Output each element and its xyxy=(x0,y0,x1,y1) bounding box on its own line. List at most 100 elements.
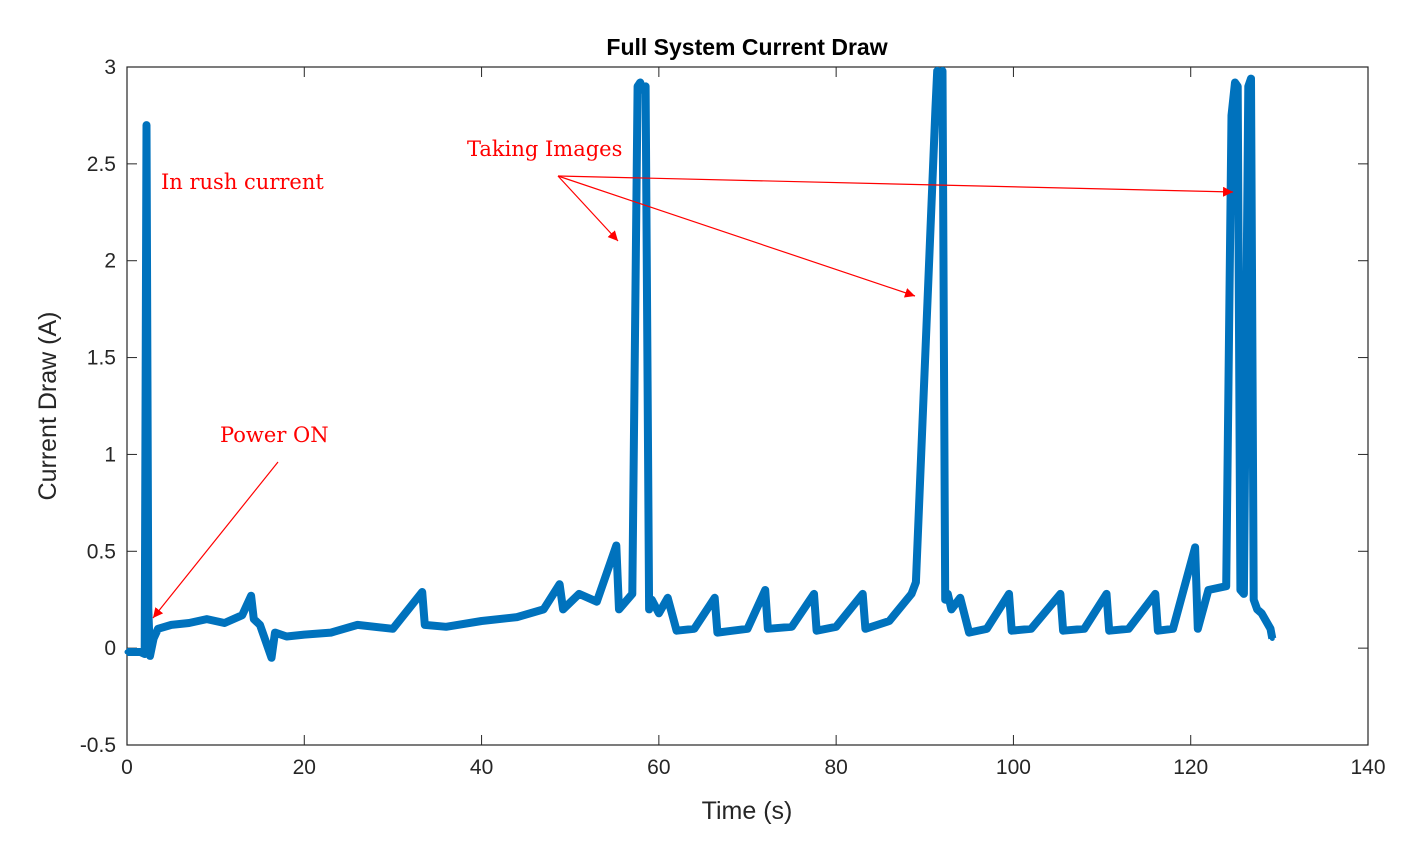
data-point xyxy=(151,636,157,641)
data-point xyxy=(514,614,520,620)
data-point xyxy=(913,579,919,585)
data-point xyxy=(1155,628,1161,634)
data-point xyxy=(155,626,161,632)
data-point xyxy=(168,622,174,628)
data-point xyxy=(557,581,563,587)
y-tick-label: 2 xyxy=(104,250,116,273)
data-point xyxy=(257,622,263,628)
data-point xyxy=(934,68,940,74)
y-tick-label: 1 xyxy=(104,443,116,466)
data-point xyxy=(560,606,566,612)
data-point xyxy=(204,616,210,622)
data-point xyxy=(239,612,245,618)
data-point xyxy=(629,591,635,597)
annotation-taking-images: Taking Images xyxy=(467,137,622,161)
y-tick-label: -0.5 xyxy=(80,734,116,757)
data-point xyxy=(186,620,192,626)
data-point xyxy=(1152,591,1158,597)
data-point xyxy=(745,626,750,632)
data-point xyxy=(811,591,817,597)
data-point xyxy=(1106,628,1112,634)
data-point xyxy=(862,626,868,632)
data-point xyxy=(691,626,697,632)
data-point xyxy=(616,606,622,612)
data-point xyxy=(576,591,582,597)
x-tick-label: 100 xyxy=(996,756,1031,779)
data-point xyxy=(646,606,652,612)
data-point xyxy=(814,628,820,634)
y-tick-label: 2.5 xyxy=(87,153,116,176)
data-point xyxy=(541,606,547,612)
data-point xyxy=(1170,626,1176,632)
data-point xyxy=(674,628,680,634)
data-point xyxy=(1223,583,1229,589)
data-point xyxy=(789,624,795,630)
x-tick-label: 120 xyxy=(1173,756,1208,779)
data-point xyxy=(714,630,720,636)
data-point xyxy=(1237,587,1243,593)
data-point xyxy=(1248,76,1254,82)
data-point xyxy=(251,616,257,622)
data-point xyxy=(124,649,130,655)
data-point xyxy=(284,634,290,639)
annotation-arrow-images-2 xyxy=(557,175,916,298)
data-point xyxy=(1126,626,1132,632)
y-axis-title: Current Draw (A) xyxy=(34,312,62,501)
data-point xyxy=(984,626,990,632)
series-line xyxy=(127,66,1277,662)
data-point xyxy=(765,626,771,632)
data-point xyxy=(1081,626,1087,632)
annotation-arrow-images-1 xyxy=(557,175,619,242)
data-point xyxy=(269,655,274,661)
data-point xyxy=(942,597,948,603)
data-point xyxy=(665,595,671,601)
data-point xyxy=(328,630,334,636)
data-point xyxy=(222,620,227,626)
x-tick-label: 0 xyxy=(121,756,133,779)
data-point xyxy=(613,543,619,548)
x-tick-label: 80 xyxy=(824,756,847,779)
data-point xyxy=(1057,591,1063,597)
data-point xyxy=(1028,626,1034,632)
data-point xyxy=(1009,628,1015,634)
data-point xyxy=(712,595,718,601)
data-point xyxy=(422,622,428,628)
data-point xyxy=(272,630,278,636)
data-point xyxy=(643,83,649,89)
data-point xyxy=(1229,112,1234,118)
x-tick-label: 20 xyxy=(293,756,316,779)
data-point xyxy=(1254,606,1260,612)
chart-title: Full System Current Draw xyxy=(606,34,887,60)
data-point xyxy=(762,587,768,593)
data-point xyxy=(301,632,307,638)
data-point xyxy=(1269,636,1275,641)
data-point xyxy=(1060,628,1066,634)
data-point xyxy=(145,606,151,612)
data-point xyxy=(1259,610,1265,616)
data-point xyxy=(932,107,938,113)
annotation-power-on: Power ON xyxy=(220,423,329,447)
data-point xyxy=(443,624,449,630)
data-point xyxy=(142,651,148,657)
data-series xyxy=(124,66,1277,662)
data-point xyxy=(1104,591,1109,597)
data-point xyxy=(945,591,951,597)
data-point xyxy=(147,653,153,659)
data-point xyxy=(1195,626,1201,632)
data-point xyxy=(909,591,914,597)
data-point xyxy=(248,593,254,599)
data-point xyxy=(1006,591,1012,597)
y-tick-label: 0 xyxy=(104,637,116,660)
data-point xyxy=(1205,587,1211,593)
data-point xyxy=(635,83,641,89)
data-point xyxy=(649,597,655,603)
data-point xyxy=(1235,83,1241,89)
data-point xyxy=(937,93,943,99)
annotation-inrush: In rush current xyxy=(161,170,324,194)
data-point xyxy=(1241,591,1247,597)
data-point xyxy=(1251,597,1257,603)
data-point xyxy=(640,87,646,93)
data-point xyxy=(594,599,600,605)
x-tick-label: 40 xyxy=(470,756,493,779)
